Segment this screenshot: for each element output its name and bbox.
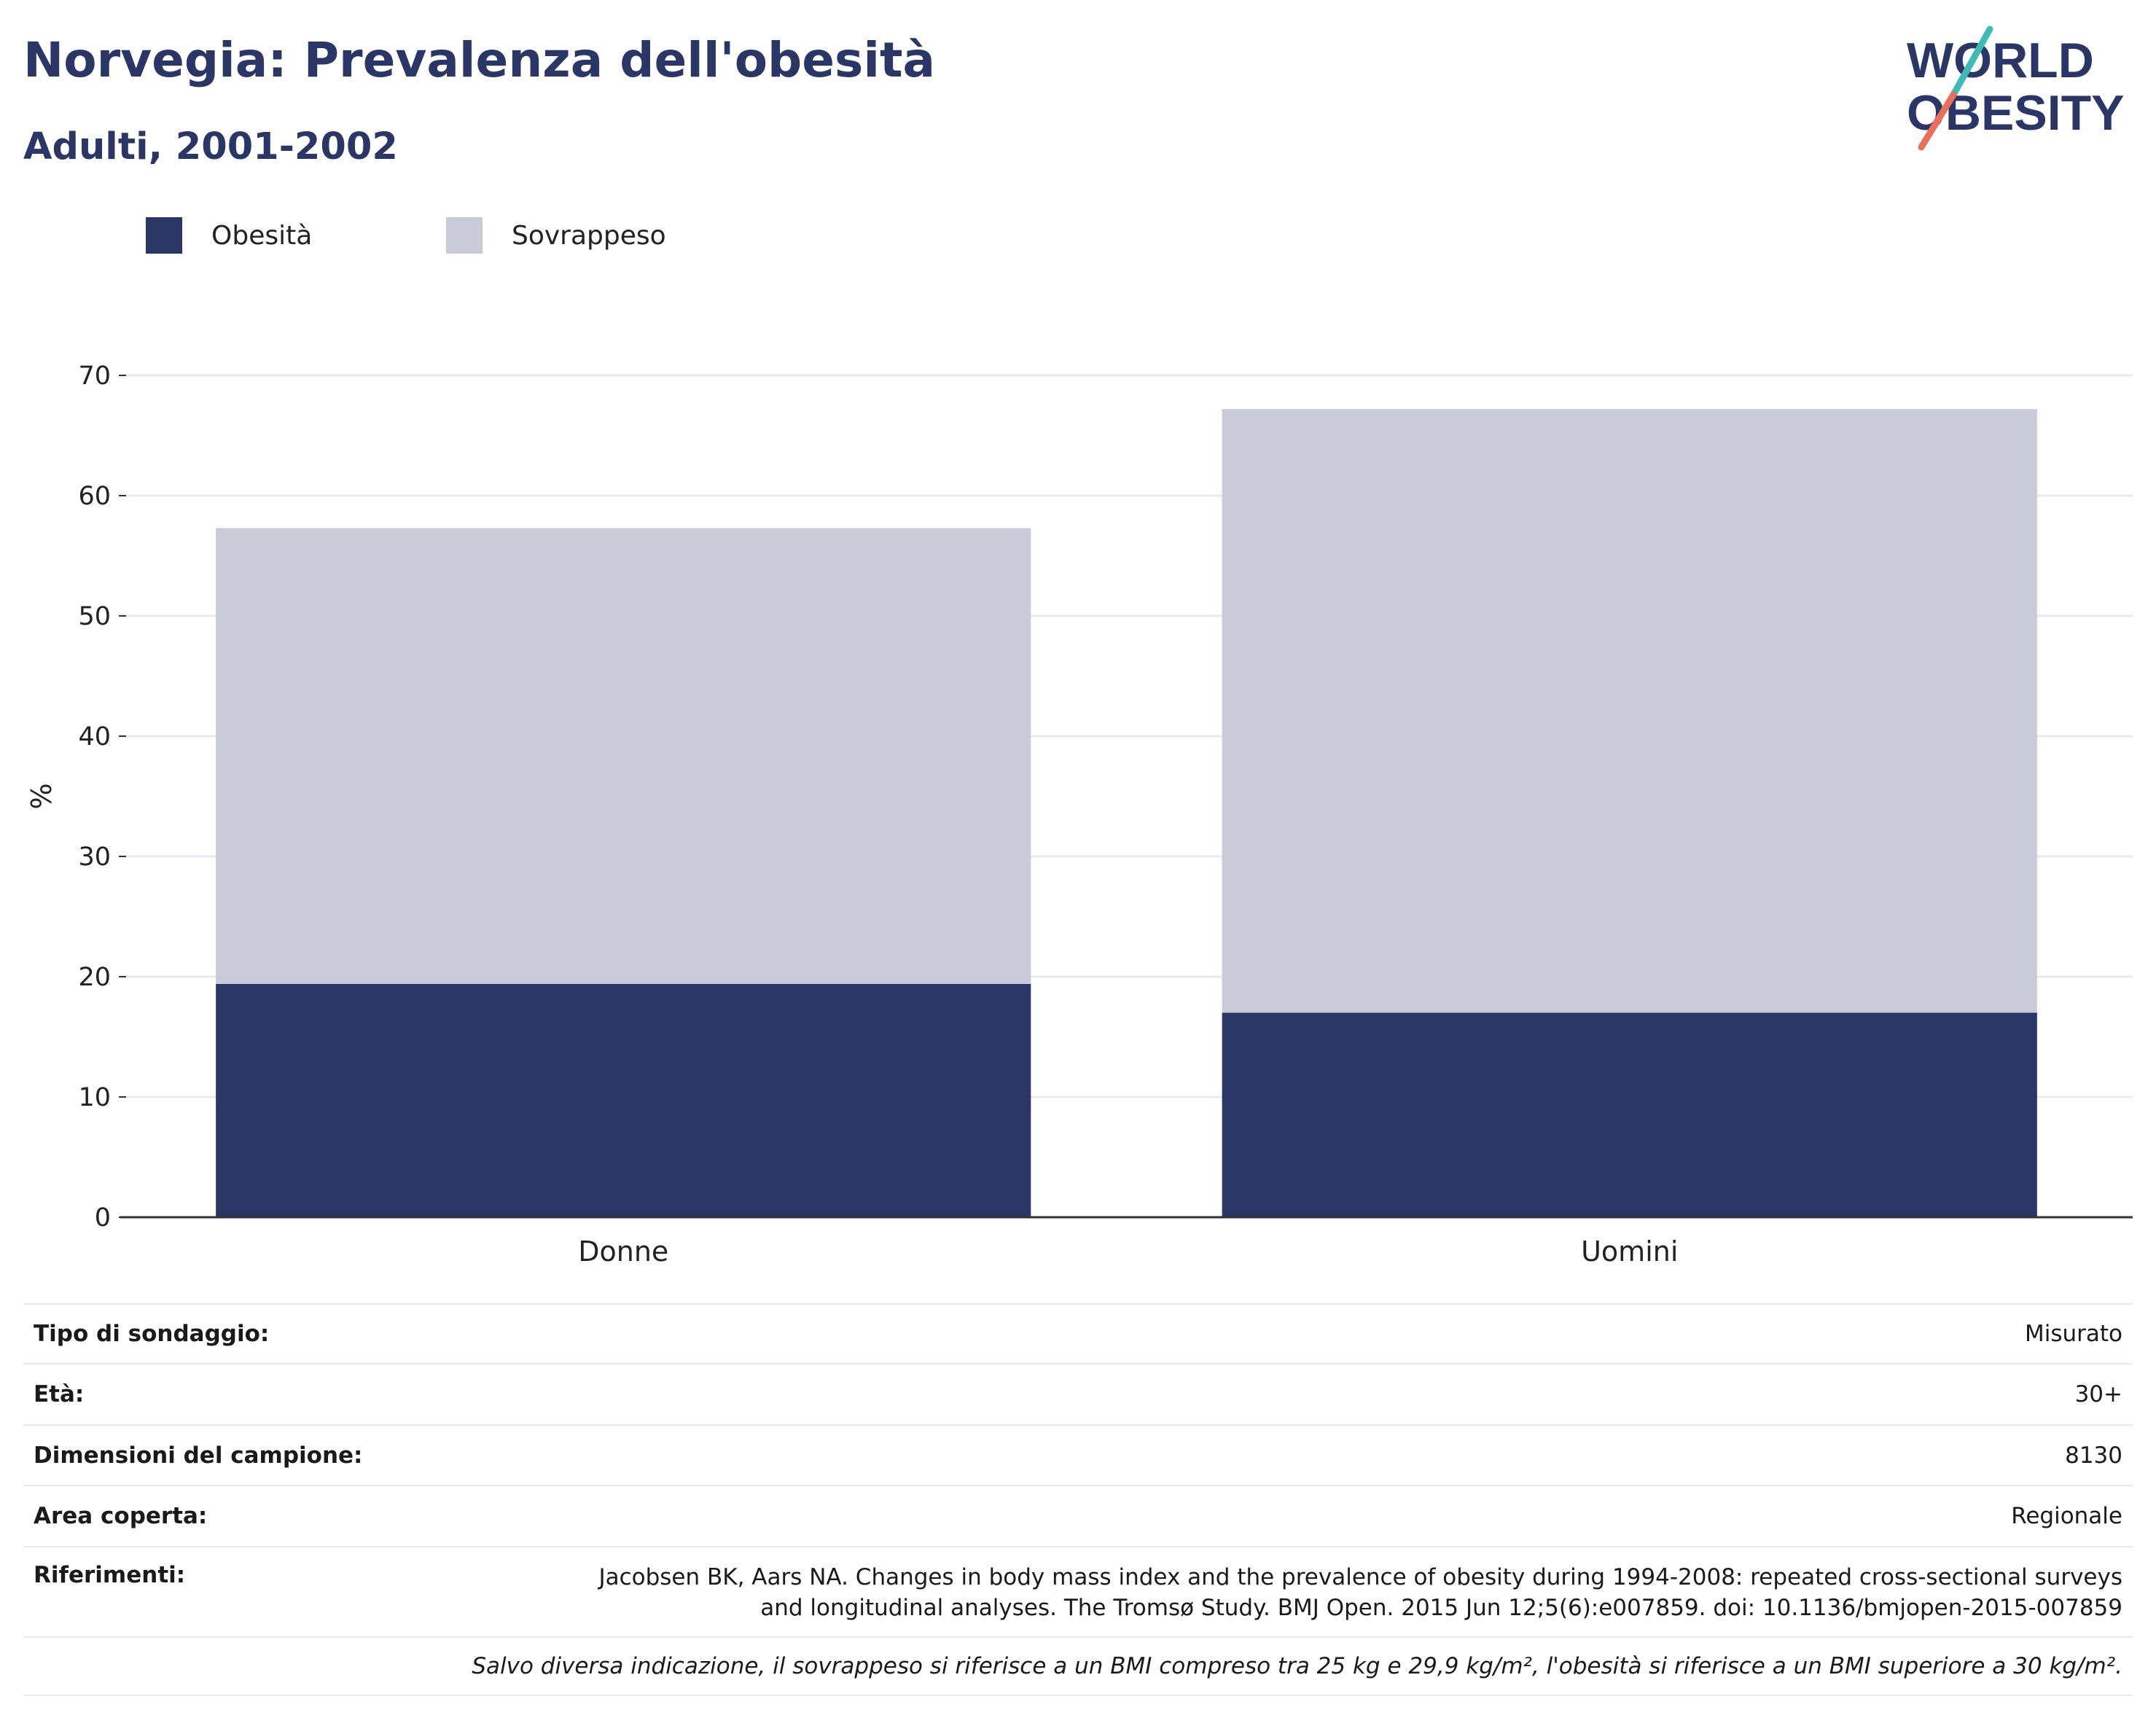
info-value: Misurato [2024,1321,2122,1347]
references-line2: and longitudinal analyses. The Tromsø St… [760,1595,2122,1621]
legend-swatch-obesita [146,217,182,254]
y-tick-label: 10 [78,1083,111,1112]
chart-title: Norvegia: Prevalenza dell'obesità [23,32,936,88]
y-tick-label: 30 [78,843,111,872]
y-tick-label: 20 [78,963,111,992]
legend-item-sovrappeso[interactable]: Sovrappeso [446,217,666,254]
info-key: Riferimenti: [34,1562,186,1588]
y-tick-label: 0 [95,1203,111,1233]
info-row-campione: Dimensioni del campione: 8130 [23,1424,2133,1485]
legend-swatch-sovrappeso [446,217,483,254]
stacked-bar-chart: 0 10 20 30 40 50 60 70 Donne Uomini% [26,362,2133,1268]
bar-donne-obesita[interactable] [216,983,1031,1217]
info-key: Dimensioni del campione: [34,1442,363,1469]
note-text: Salvo diversa indicazione, il sovrappeso… [472,1653,2122,1679]
legend-label-sovrappeso: Sovrappeso [512,220,666,251]
info-row-riferimenti: Riferimenti: Jacobsen BK, Aars NA. Chang… [23,1546,2133,1636]
bars [216,409,2037,1217]
y-axis-label: % [26,783,58,809]
info-value: Regionale [2011,1503,2122,1529]
info-row-area: Area coperta: Regionale [23,1485,2133,1546]
info-note: Salvo diversa indicazione, il sovrappeso… [23,1636,2133,1696]
info-value: 30+ [2074,1381,2122,1407]
x-tick-label: Uomini [1581,1235,1678,1268]
world-obesity-logo: WORLD OBESITY [1907,26,2125,151]
y-tick-label: 70 [78,362,111,391]
chart-subtitle: Adulti, 2001-2002 [23,125,398,168]
logo-slash-bottom [1918,91,1957,151]
info-key: Area coperta: [34,1503,208,1529]
logo-slash-top [1950,26,1993,98]
bar-uomini-obesita[interactable] [1222,1012,2037,1218]
bar-donne-sovrappeso[interactable] [216,528,1031,984]
bar-uomini-sovrappeso[interactable] [1222,409,2037,1013]
info-key: Tipo di sondaggio: [34,1321,270,1347]
legend-label-obesita: Obesità [211,220,313,251]
info-row-tipo: Tipo di sondaggio: Misurato [23,1303,2133,1363]
references-line1: Jacobsen BK, Aars NA. Changes in body ma… [598,1564,2122,1590]
info-table: Tipo di sondaggio: Misurato Età: 30+ Dim… [23,1303,2133,1696]
y-tick-label: 50 [78,602,111,631]
logo-line1: WORLD [1907,33,2094,88]
info-key: Età: [34,1381,85,1407]
legend-item-obesita[interactable]: Obesità [146,217,312,254]
y-tick-label: 40 [78,722,111,751]
x-tick-label: Donne [578,1235,668,1268]
references-text: Jacobsen BK, Aars NA. Changes in body ma… [598,1562,2122,1623]
axes: 0 10 20 30 40 50 60 70 Donne Uomini% [26,362,2133,1268]
info-row-eta: Età: 30+ [23,1363,2133,1424]
y-tick-label: 60 [78,482,111,511]
info-value: 8130 [2065,1442,2122,1469]
